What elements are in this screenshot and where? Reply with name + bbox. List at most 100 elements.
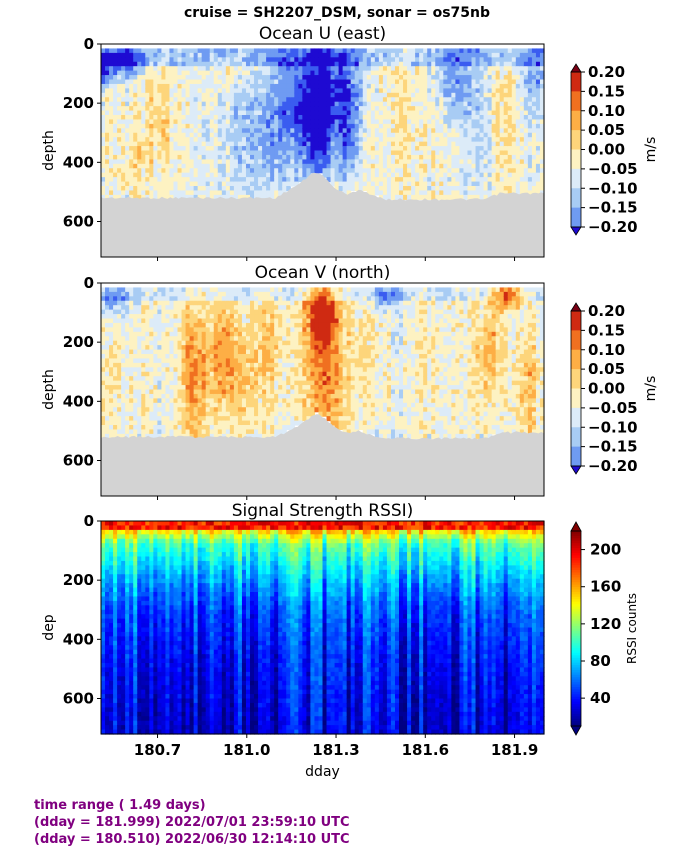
data-cell [471, 106, 477, 112]
data-cell [165, 420, 171, 426]
data-cell [121, 97, 126, 103]
data-cell [310, 168, 316, 174]
data-cell [153, 380, 158, 386]
data-cell [201, 194, 207, 200]
data-cell [241, 57, 247, 63]
data-cell [189, 159, 195, 165]
data-cell [133, 416, 138, 422]
data-cell [455, 88, 461, 94]
data-cell [213, 79, 219, 85]
data-cell [193, 181, 199, 187]
data-cell [314, 75, 320, 81]
data-cell [463, 128, 469, 134]
data-cell [439, 66, 444, 72]
data-cell [125, 398, 130, 404]
data-cell [451, 115, 456, 121]
data-cell [229, 327, 235, 333]
data-cell [165, 194, 171, 200]
data-cell [189, 128, 195, 134]
data-cell [205, 159, 211, 165]
data-cell [354, 66, 360, 72]
data-cell [515, 168, 521, 174]
data-cell [137, 66, 142, 72]
data-cell [294, 119, 299, 125]
data-cell [415, 123, 420, 129]
data-cell [101, 181, 106, 187]
data-cell [101, 150, 106, 156]
data-cell [109, 190, 114, 196]
data-cell [539, 88, 545, 94]
data-cell [141, 101, 146, 107]
data-cell [330, 70, 336, 76]
data-cell [491, 177, 497, 183]
data-cell [314, 97, 320, 103]
data-cell [338, 132, 344, 138]
data-cell [197, 88, 203, 94]
data-cell [193, 416, 199, 422]
data-cell [121, 159, 126, 165]
data-cell [403, 52, 408, 58]
data-cell [101, 75, 106, 81]
data-cell [221, 163, 227, 169]
data-cell [105, 137, 110, 143]
data-cell [439, 190, 444, 196]
data-cell [137, 172, 142, 178]
data-cell [507, 83, 513, 89]
data-cell [403, 97, 408, 103]
data-cell [258, 48, 263, 54]
data-cell [189, 163, 195, 169]
data-cell [213, 115, 219, 121]
data-cell [145, 291, 150, 297]
data-cell [455, 66, 461, 72]
data-cell [262, 88, 267, 94]
data-cell [201, 79, 207, 85]
data-cell [213, 106, 219, 112]
data-cell [338, 168, 344, 174]
data-cell [523, 75, 529, 81]
data-cell [181, 318, 187, 324]
data-cell [294, 106, 299, 112]
data-cell [527, 137, 533, 143]
data-cell [415, 92, 420, 98]
data-cell [282, 128, 287, 134]
data-cell [157, 88, 163, 94]
data-cell [250, 318, 255, 324]
data-cell [491, 110, 497, 116]
data-cell [499, 186, 505, 192]
data-cell [475, 137, 481, 143]
data-cell [326, 110, 332, 116]
data-cell [173, 132, 179, 138]
data-cell [487, 132, 493, 138]
data-cell [209, 163, 215, 169]
data-cell [443, 61, 448, 67]
data-cell [471, 159, 477, 165]
data-cell [229, 402, 235, 408]
data-cell [254, 181, 259, 187]
data-cell [495, 75, 501, 81]
data-cell [217, 106, 223, 112]
data-cell [189, 389, 195, 395]
data-cell [105, 420, 110, 426]
data-cell [435, 186, 440, 192]
data-cell [153, 101, 158, 107]
data-cell [217, 349, 223, 355]
data-cell [117, 425, 122, 431]
data-cell [117, 61, 122, 67]
data-cell [386, 115, 392, 121]
data-cell [169, 186, 175, 192]
data-cell [149, 291, 154, 297]
data-cell [213, 433, 219, 439]
data-cell [394, 52, 400, 58]
data-cell [294, 66, 299, 72]
data-cell [241, 48, 247, 54]
data-cell [213, 190, 219, 196]
data-cell [370, 115, 376, 121]
data-cell [274, 92, 279, 98]
data-cell [527, 172, 533, 178]
data-cell [145, 172, 150, 178]
data-cell [539, 150, 545, 156]
data-cell [511, 101, 517, 107]
data-cell [201, 181, 207, 187]
data-cell [241, 141, 247, 147]
data-cell [177, 340, 183, 346]
